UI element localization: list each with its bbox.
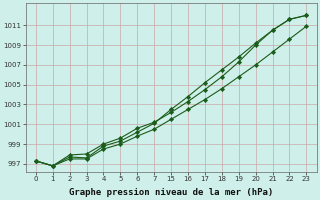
X-axis label: Graphe pression niveau de la mer (hPa): Graphe pression niveau de la mer (hPa) <box>69 188 273 197</box>
